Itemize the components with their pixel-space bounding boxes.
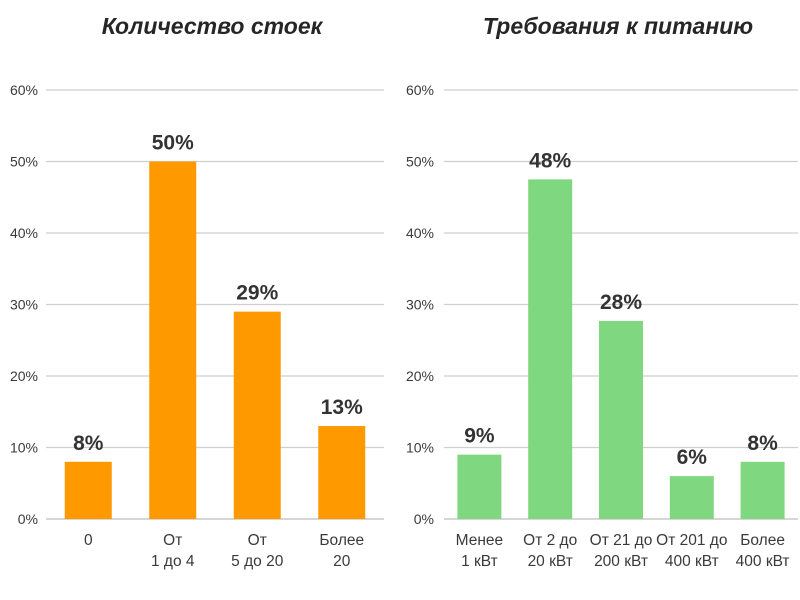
chart-1-bar [233, 311, 281, 519]
chart-1-bar [149, 161, 197, 519]
chart-1-y-tick-label: 10% [10, 440, 38, 456]
chart-2-bar [599, 320, 643, 519]
chart-2-bar [457, 454, 502, 519]
chart-1-x-tick-label: 5 до 20 [231, 553, 284, 570]
chart-1-data-label: 8% [73, 432, 104, 455]
chart-2-data-label: 8% [747, 432, 778, 455]
chart-2-x-tick-label: 1 кВт [461, 553, 498, 570]
chart-2-x-tick-label: Более [740, 532, 785, 549]
chart-2-x-tick-label: От 21 до [590, 532, 653, 549]
chart-2-x-tick-label: 20 кВт [528, 553, 573, 570]
chart-1-bar [318, 426, 366, 519]
chart-2-y-tick-label: 30% [406, 297, 434, 313]
chart-2-data-label: 6% [677, 446, 708, 469]
chart-1-y-tick-label: 60% [10, 82, 38, 98]
chart-2-bar [528, 179, 573, 519]
chart-2-x-tick-label: Менее [456, 532, 504, 549]
chart-2-y-tick-label: 0% [414, 511, 434, 527]
chart-2-y-tick-label: 10% [406, 440, 434, 456]
chart-2-x-tick-label: 400 кВт [736, 553, 790, 570]
chart-2-y-tick-label: 40% [406, 225, 434, 241]
chart-2-x-tick-label: 200 кВт [594, 553, 648, 570]
chart-2-data-label: 48% [529, 149, 571, 172]
chart-2-y-tick-label: 50% [406, 154, 434, 170]
chart-1-y-tick-label: 0% [18, 511, 38, 527]
chart-1-x-tick-label: 1 до 4 [151, 553, 195, 570]
chart-1-data-label: 13% [321, 396, 363, 419]
chart-2-y-tick-label: 60% [406, 82, 434, 98]
chart-1-data-label: 50% [152, 132, 194, 155]
chart-1-y-tick-label: 40% [10, 225, 38, 241]
chart-1-y-tick-label: 50% [10, 154, 38, 170]
chart-2-title: Требования к питанию [483, 13, 753, 39]
chart-2-bar [740, 461, 785, 519]
chart-1-bar [64, 461, 112, 519]
chart-1-x-tick-label: 0 [84, 532, 93, 549]
chart-1-x-tick-label: 20 [333, 553, 351, 570]
chart-2-y-tick-label: 20% [406, 368, 434, 384]
chart-1-title: Количество стоек [102, 13, 324, 39]
chart-1-x-tick-label: От [163, 532, 182, 549]
chart-2-x-tick-label: 400 кВт [665, 553, 719, 570]
chart-1-x-tick-label: От [248, 532, 267, 549]
chart-2-x-tick-label: От 201 до [656, 532, 727, 549]
chart-2-bar [669, 476, 714, 519]
chart-2-data-label: 9% [464, 425, 495, 448]
chart-1-data-label: 29% [236, 282, 278, 305]
chart-1-x-tick-label: Более [319, 532, 364, 549]
chart-2-x-tick-label: От 2 до [523, 532, 577, 549]
chart-2-data-label: 28% [600, 291, 642, 314]
chart-1-y-tick-label: 20% [10, 368, 38, 384]
chart-1-y-tick-label: 30% [10, 297, 38, 313]
